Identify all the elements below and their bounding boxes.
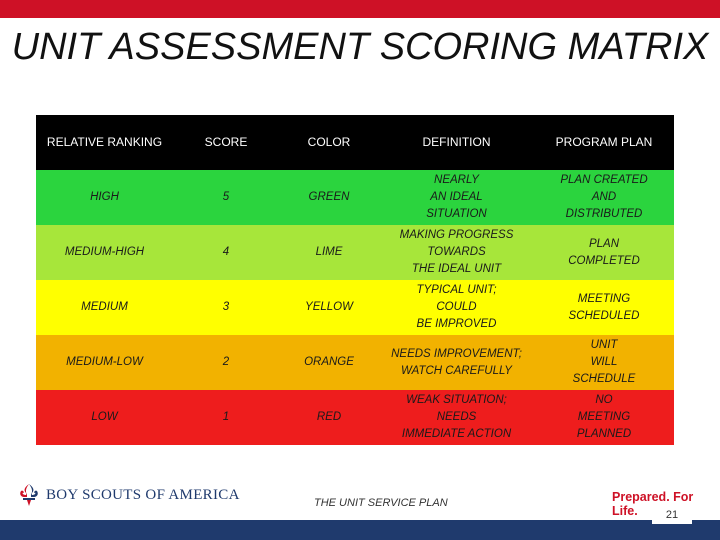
color-cell: LIME bbox=[315, 246, 343, 258]
bsa-logo-text: BOY SCOUTS OF AMERICA bbox=[46, 486, 240, 503]
definition-cell: NEEDS IMPROVEMENT; WATCH CAREFULLY bbox=[391, 347, 522, 377]
definition-cell: WEAK SITUATION; NEEDS IMMEDIATE ACTION bbox=[401, 394, 512, 440]
definition-cell: TYPICAL UNIT; COULD BE IMPROVED bbox=[416, 284, 497, 330]
score-cell: 4 bbox=[222, 246, 230, 258]
program-plan-cell: PLAN COMPLETED bbox=[568, 237, 640, 267]
score-cell: 3 bbox=[222, 301, 230, 313]
score-cell: 2 bbox=[222, 356, 230, 368]
color-cell: YELLOW bbox=[305, 301, 353, 313]
scoring-matrix-table: RELATIVE RANKING SCORE COLOR DEFINITION … bbox=[36, 115, 674, 445]
color-cell: GREEN bbox=[308, 191, 350, 203]
column-header-definition: DEFINITION bbox=[379, 115, 534, 170]
program-plan-cell: UNIT WILL SCHEDULE bbox=[572, 339, 636, 385]
page-number: 21 bbox=[652, 506, 692, 524]
table-row: MEDIUM-HIGH 4 LIME MAKING PROGRESS TOWAR… bbox=[36, 225, 674, 280]
header-row: RELATIVE RANKING SCORE COLOR DEFINITION … bbox=[36, 115, 674, 170]
score-cell: 1 bbox=[222, 411, 230, 423]
ranking-cell: HIGH bbox=[90, 191, 119, 203]
program-plan-cell: MEETING SCHEDULED bbox=[568, 292, 640, 322]
table-row: HIGH 5 GREEN NEARLY AN IDEAL SITUATION P… bbox=[36, 170, 674, 225]
bsa-tagline: Prepared. For Life. bbox=[612, 490, 694, 518]
table-row: LOW 1 RED WEAK SITUATION; NEEDS IMMEDIAT… bbox=[36, 390, 674, 445]
bsa-fleur-de-lis-icon bbox=[18, 483, 40, 507]
footer-plan-name: THE UNIT SERVICE PLAN bbox=[314, 497, 448, 509]
ranking-cell: LOW bbox=[91, 411, 118, 423]
definition-cell: MAKING PROGRESS TOWARDS THE IDEAL UNIT bbox=[399, 229, 514, 275]
table-row: MEDIUM-LOW 2 ORANGE NEEDS IMPROVEMENT; W… bbox=[36, 335, 674, 390]
table-row: MEDIUM 3 YELLOW TYPICAL UNIT; COULD BE I… bbox=[36, 280, 674, 335]
ranking-cell: MEDIUM-HIGH bbox=[64, 246, 145, 258]
program-plan-cell: PLAN CREATED AND DISTRIBUTED bbox=[560, 174, 648, 220]
column-header-program-plan: PROGRAM PLAN bbox=[534, 115, 674, 170]
color-cell: ORANGE bbox=[304, 356, 354, 368]
ranking-cell: MEDIUM bbox=[81, 301, 128, 313]
column-header-score: SCORE bbox=[173, 115, 279, 170]
program-plan-cell: NO MEETING PLANNED bbox=[576, 394, 632, 440]
color-cell: RED bbox=[316, 411, 342, 423]
ranking-cell: MEDIUM-LOW bbox=[66, 356, 143, 368]
bsa-logo: BOY SCOUTS OF AMERICA bbox=[18, 482, 240, 508]
bottom-accent-bar bbox=[0, 520, 720, 540]
top-accent-bar bbox=[0, 0, 720, 18]
score-cell: 5 bbox=[222, 191, 230, 203]
column-header-color: COLOR bbox=[279, 115, 379, 170]
column-header-ranking: RELATIVE RANKING bbox=[36, 115, 173, 170]
slide-title: UNIT ASSESSMENT SCORING MATRIX bbox=[11, 26, 709, 68]
definition-cell: NEARLY AN IDEAL SITUATION bbox=[426, 174, 487, 220]
